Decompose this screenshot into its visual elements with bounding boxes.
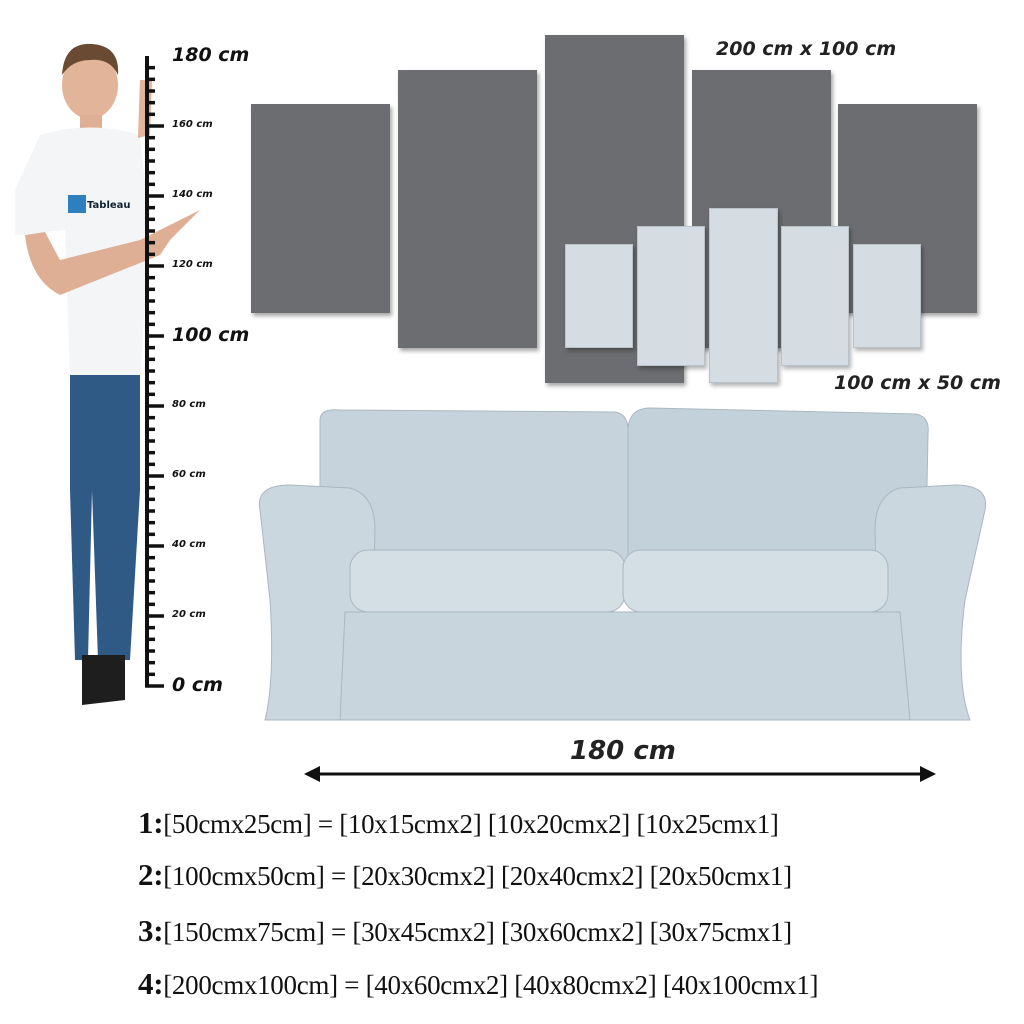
small-panel-1 [565, 244, 633, 348]
ruler-label: 160 cm [172, 119, 213, 130]
small-panel-4 [781, 226, 849, 366]
small-set-size-label: 100 cm x 50 cm [834, 372, 1001, 394]
spec-line-3: 3:[150cmx75cm] = [30x45cmx2] [30x60cmx2]… [138, 913, 792, 949]
shirt-logo-mark [68, 195, 86, 213]
small-panel-3 [709, 208, 778, 383]
person-figure [15, 43, 200, 705]
spec-text: [100cmx50cm] = [20x30cmx2] [20x40cmx2] [… [163, 861, 792, 891]
spec-line-2: 2:[100cmx50cm] = [20x30cmx2] [20x40cmx2]… [138, 857, 792, 893]
spec-text: [50cmx25cm] = [10x15cmx2] [10x20cmx2] [1… [163, 809, 779, 839]
ruler-label: 80 cm [172, 399, 206, 410]
spec-text: [200cmx100cm] = [40x60cmx2] [40x80cmx2] … [163, 970, 819, 1000]
ruler-label: 120 cm [172, 259, 213, 270]
spec-line-4: 4:[200cmx100cm] = [40x60cmx2] [40x80cmx2… [138, 966, 819, 1002]
ruler-label: 0 cm [172, 674, 223, 696]
spec-number: 2: [138, 857, 164, 892]
ruler-label: 60 cm [172, 469, 206, 480]
spec-line-1: 1:[50cmx25cm] = [10x15cmx2] [10x20cmx2] … [138, 805, 779, 841]
sofa-image [258, 407, 987, 721]
large-panel-1 [251, 104, 390, 313]
ruler-label: 40 cm [172, 539, 206, 550]
spec-number: 4: [138, 966, 164, 1001]
width-arrow [304, 766, 936, 782]
large-set-size-label: 200 cm x 100 cm [716, 38, 897, 60]
small-panel-2 [637, 226, 705, 366]
spec-number: 3: [138, 913, 164, 948]
ruler-label: 100 cm [172, 324, 250, 346]
ruler-label: 140 cm [172, 189, 213, 200]
height-ruler [145, 56, 164, 688]
spec-number: 1: [138, 805, 164, 840]
shirt-logo-text: Tableau [87, 200, 131, 211]
sofa-width-label: 180 cm [570, 736, 676, 766]
spec-text: [150cmx75cm] = [30x45cmx2] [30x60cmx2] [… [163, 917, 792, 947]
ruler-label: 20 cm [172, 609, 206, 620]
large-panel-2 [398, 70, 537, 348]
small-panel-5 [853, 244, 921, 348]
ruler-label: 180 cm [172, 44, 250, 66]
